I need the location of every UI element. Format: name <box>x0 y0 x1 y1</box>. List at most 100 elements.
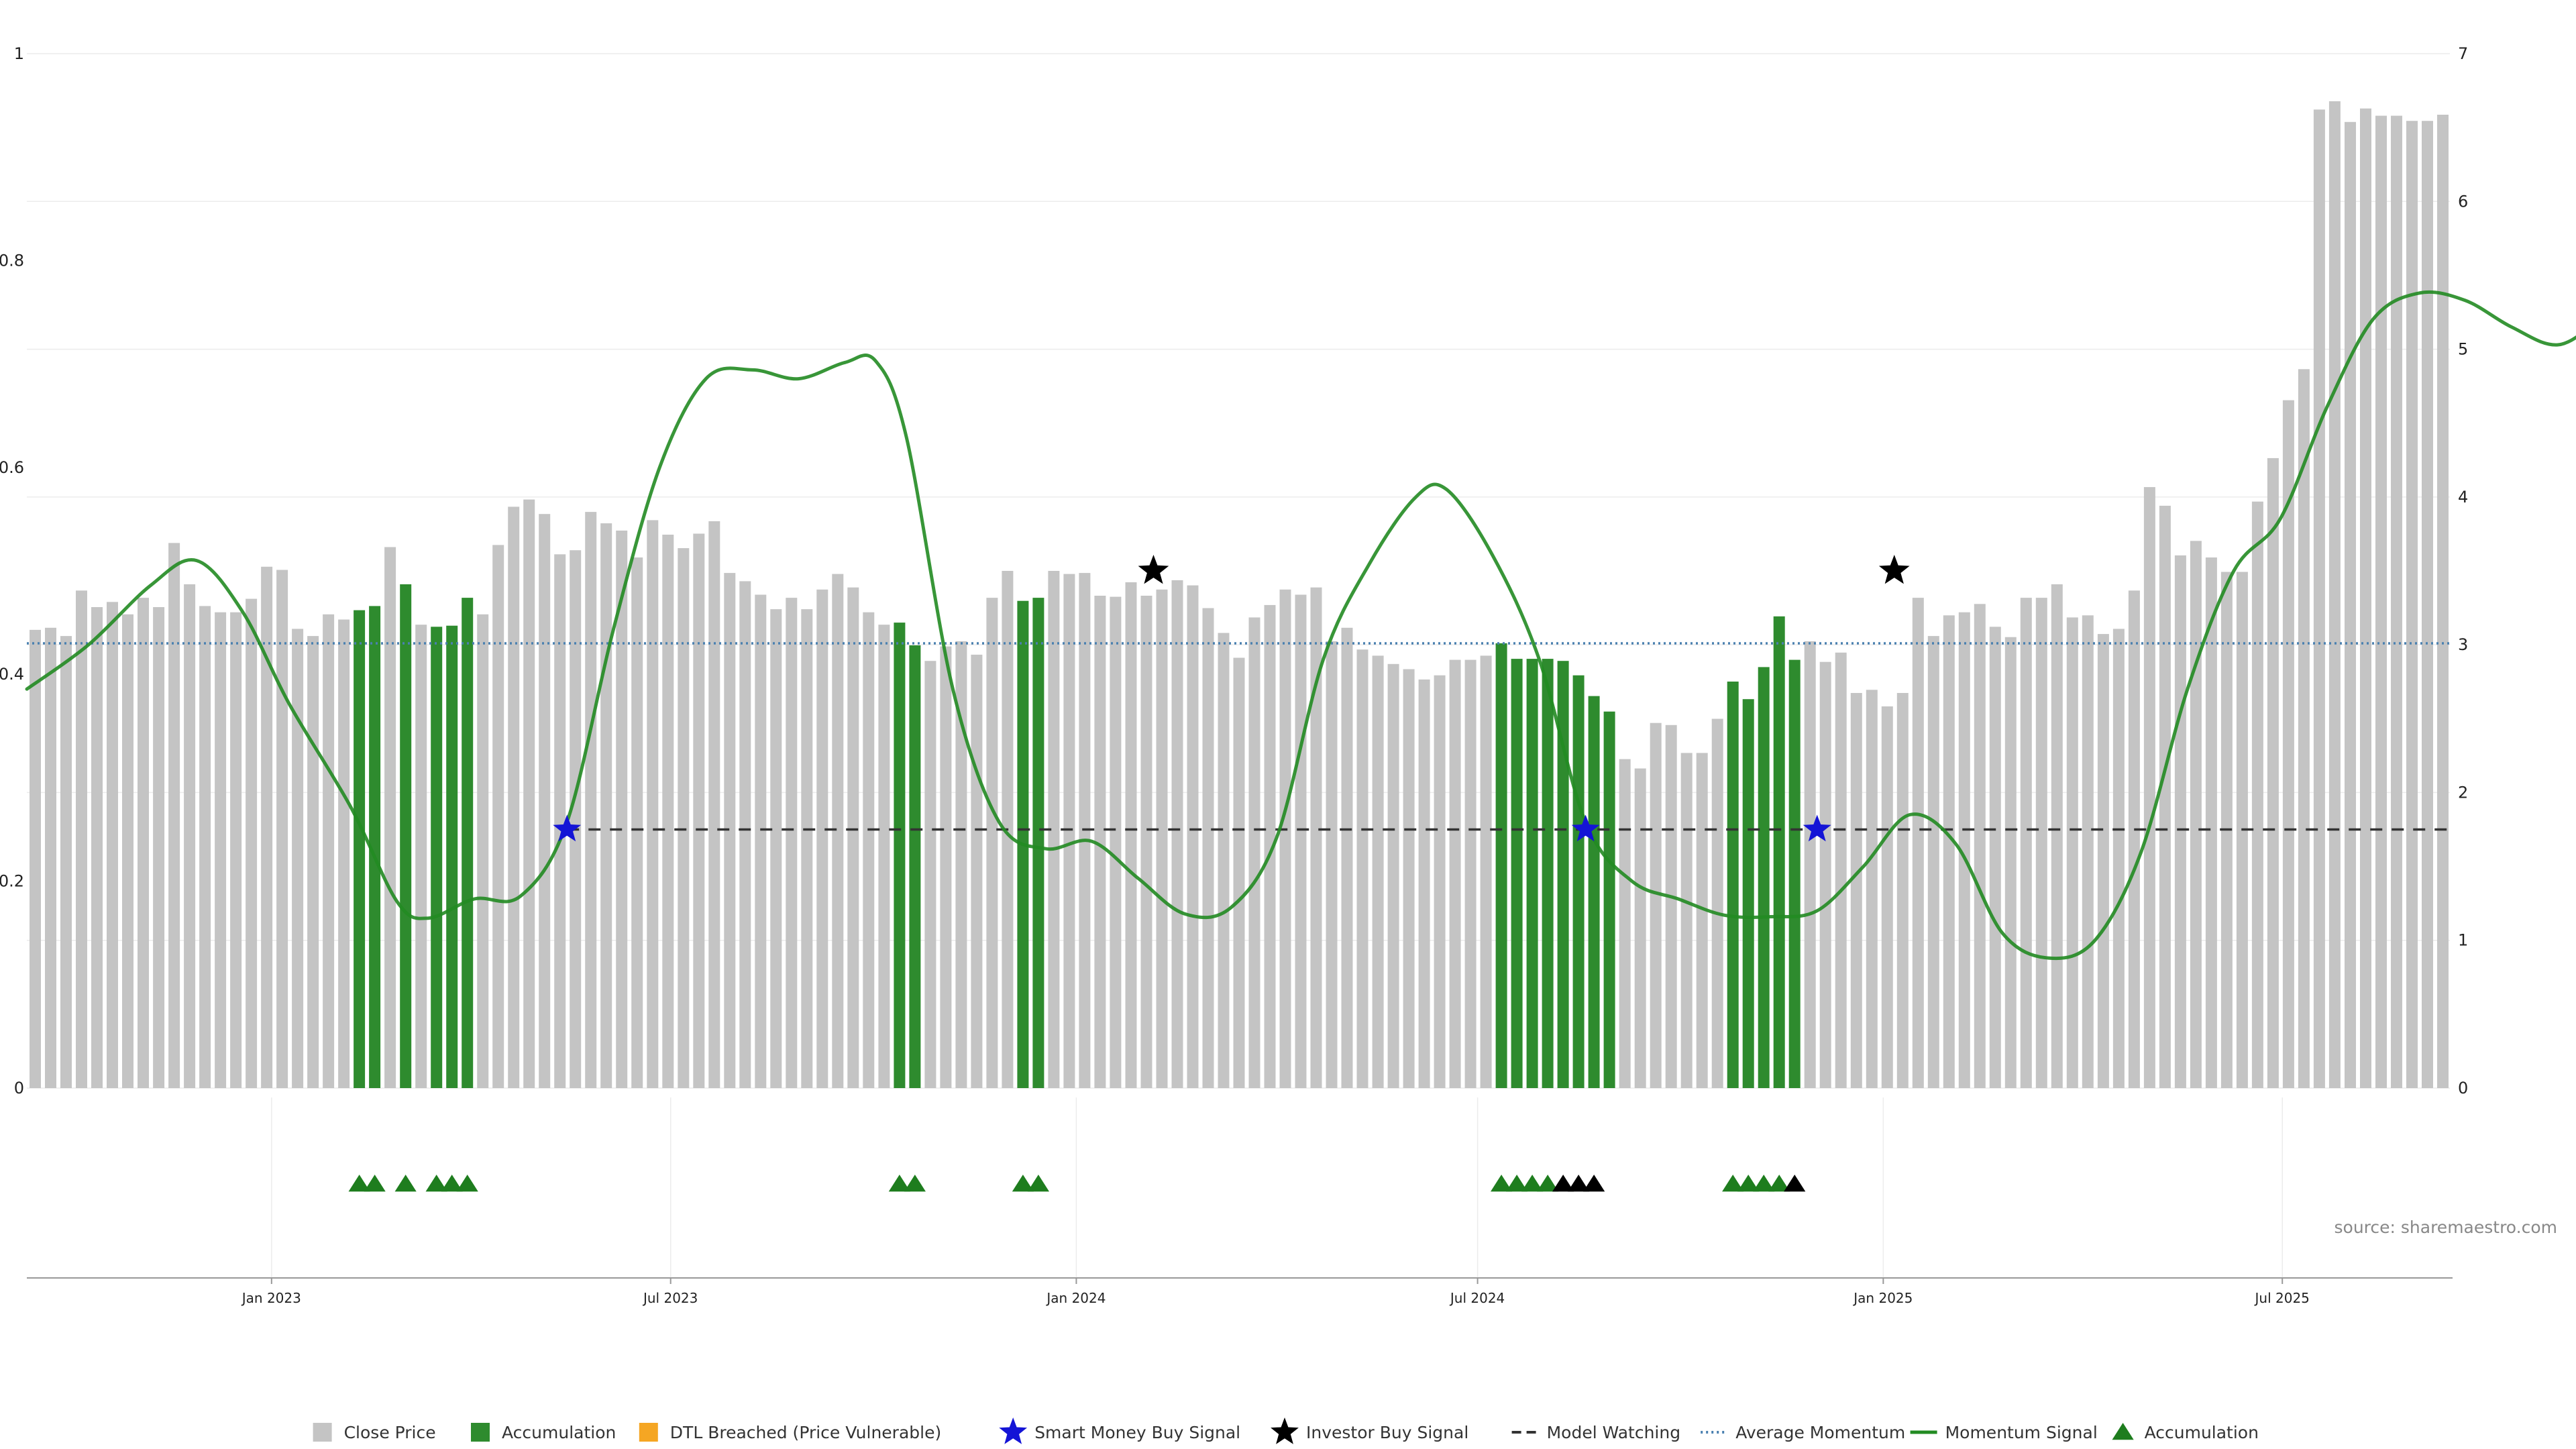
close-price-bar <box>1927 636 1939 1088</box>
legend-label: Investor Buy Signal <box>1306 1423 1468 1442</box>
close-price-bar <box>647 520 659 1088</box>
legend-item: Average Momentum <box>1701 1423 1905 1442</box>
close-price-bar <box>801 609 813 1088</box>
close-price-bar <box>2437 115 2449 1088</box>
accumulation-bar <box>431 627 443 1088</box>
accumulation-marker-triangle <box>1521 1175 1544 1192</box>
accumulation-marker-triangle <box>1568 1175 1590 1192</box>
close-price-bar <box>30 629 41 1088</box>
accumulation-marker-triangle <box>1753 1175 1775 1192</box>
accumulation-bar <box>1495 643 1507 1088</box>
close-price-bar <box>2282 400 2294 1088</box>
x-tick-label: Jul 2023 <box>642 1290 698 1306</box>
close-price-bar <box>1634 768 1646 1088</box>
y-left-tick-label: 0 <box>14 1079 24 1097</box>
accumulation-bar <box>1557 661 1569 1088</box>
close-price-bar <box>1094 596 1106 1088</box>
close-price-bar <box>2205 557 2217 1088</box>
close-price-bar <box>2375 115 2387 1088</box>
legend-label: Average Momentum <box>1735 1423 1905 1442</box>
close-price-bar <box>1202 608 1214 1088</box>
y-right-tick-label: 4 <box>2458 488 2468 506</box>
close-price-bar <box>1958 612 1970 1088</box>
close-price-bar <box>384 547 396 1088</box>
smart-money-buy-star <box>553 814 582 842</box>
grid-lines <box>27 53 2450 1278</box>
accumulation-bar <box>1588 696 1600 1088</box>
legend-item: Momentum Signal <box>1910 1423 2098 1442</box>
smart-money-buy-star <box>1803 814 1831 842</box>
close-price-bar <box>323 614 335 1088</box>
close-price-bar <box>153 607 165 1088</box>
close-price-bar <box>2143 487 2155 1088</box>
close-price-bar <box>816 589 828 1088</box>
close-price-bar <box>230 612 242 1088</box>
accumulation-bar <box>1742 699 1754 1088</box>
close-price-bar <box>1974 604 1986 1088</box>
close-price-bar <box>107 602 118 1088</box>
close-price-bar <box>261 566 273 1088</box>
close-price-bar <box>1804 641 1816 1088</box>
close-price-bar <box>2298 369 2310 1088</box>
accumulation-marker-triangle <box>1537 1175 1559 1192</box>
close-price-bar <box>585 512 597 1088</box>
legend-swatch <box>471 1423 490 1442</box>
close-price-bar <box>1048 571 1060 1088</box>
close-price-bar <box>1418 679 1430 1088</box>
accumulation-marker-triangle <box>456 1175 478 1192</box>
accumulation-bar <box>1511 659 1523 1088</box>
close-price-bar <box>2159 505 2171 1088</box>
accumulation-bar <box>1788 659 1801 1088</box>
close-price-bar <box>1341 627 1353 1088</box>
close-price-bar <box>1711 718 1723 1088</box>
close-price-bar <box>1835 652 1847 1088</box>
y-left-tick-label: 0.2 <box>0 872 24 891</box>
close-price-bar <box>1696 753 1708 1088</box>
accumulation-marker-triangle <box>394 1175 417 1192</box>
close-price-bar <box>1480 655 1492 1088</box>
close-price-bar <box>2004 637 2017 1088</box>
y-left-tick-label: 0.8 <box>0 251 24 270</box>
accumulation-marker-triangle <box>1491 1175 1513 1192</box>
accumulation-marker-triangle <box>348 1175 370 1192</box>
y-right-tick-label: 1 <box>2458 931 2468 950</box>
smart-money-buy-star <box>1571 814 1600 842</box>
close-price-bar <box>662 535 674 1088</box>
close-price-bar <box>1110 596 1122 1088</box>
accumulation-bar <box>446 625 458 1088</box>
close-price-bar <box>246 598 258 1088</box>
close-price-bar <box>1218 633 1230 1088</box>
y-left-tick-label: 0.6 <box>0 458 24 477</box>
accumulation-bar <box>354 610 366 1088</box>
close-price-bar <box>1310 587 1322 1088</box>
close-price-bar <box>477 614 489 1088</box>
close-price-bar <box>2035 598 2047 1088</box>
accumulation-bar <box>400 584 412 1088</box>
x-tick-label: Jul 2025 <box>2254 1290 2310 1306</box>
legend-item: Close Price <box>313 1423 436 1442</box>
close-price-bar <box>1233 657 1245 1088</box>
close-price-bar <box>1326 641 1338 1088</box>
close-price-bar <box>415 625 427 1088</box>
close-price-bar <box>2082 615 2094 1088</box>
close-price-bar <box>847 587 859 1088</box>
close-price-bar <box>60 636 72 1088</box>
accumulation-marker-triangle <box>364 1175 386 1192</box>
close-price-bar <box>1896 693 1909 1088</box>
close-price-bar <box>2422 121 2433 1089</box>
close-price-bar <box>215 612 227 1088</box>
close-price-bar <box>554 554 566 1088</box>
accumulation-bar <box>462 598 474 1088</box>
close-price-bar <box>693 533 705 1088</box>
y-right-tick-label: 3 <box>2458 635 2468 654</box>
accumulation-bar <box>909 645 921 1088</box>
close-price-bar <box>786 598 798 1088</box>
accumulation-marker-triangle <box>1784 1175 1806 1192</box>
accumulation-bar <box>1032 598 1044 1088</box>
accumulation-bar <box>1773 616 1785 1088</box>
legend-label: Accumulation <box>502 1423 616 1442</box>
accumulation-marker-triangle <box>1506 1175 1528 1192</box>
investor-buy-star <box>1878 555 1910 584</box>
legend: Close Price Accumulation DTL Breached (Pri… <box>313 1417 2259 1444</box>
close-price-bar <box>724 573 736 1088</box>
